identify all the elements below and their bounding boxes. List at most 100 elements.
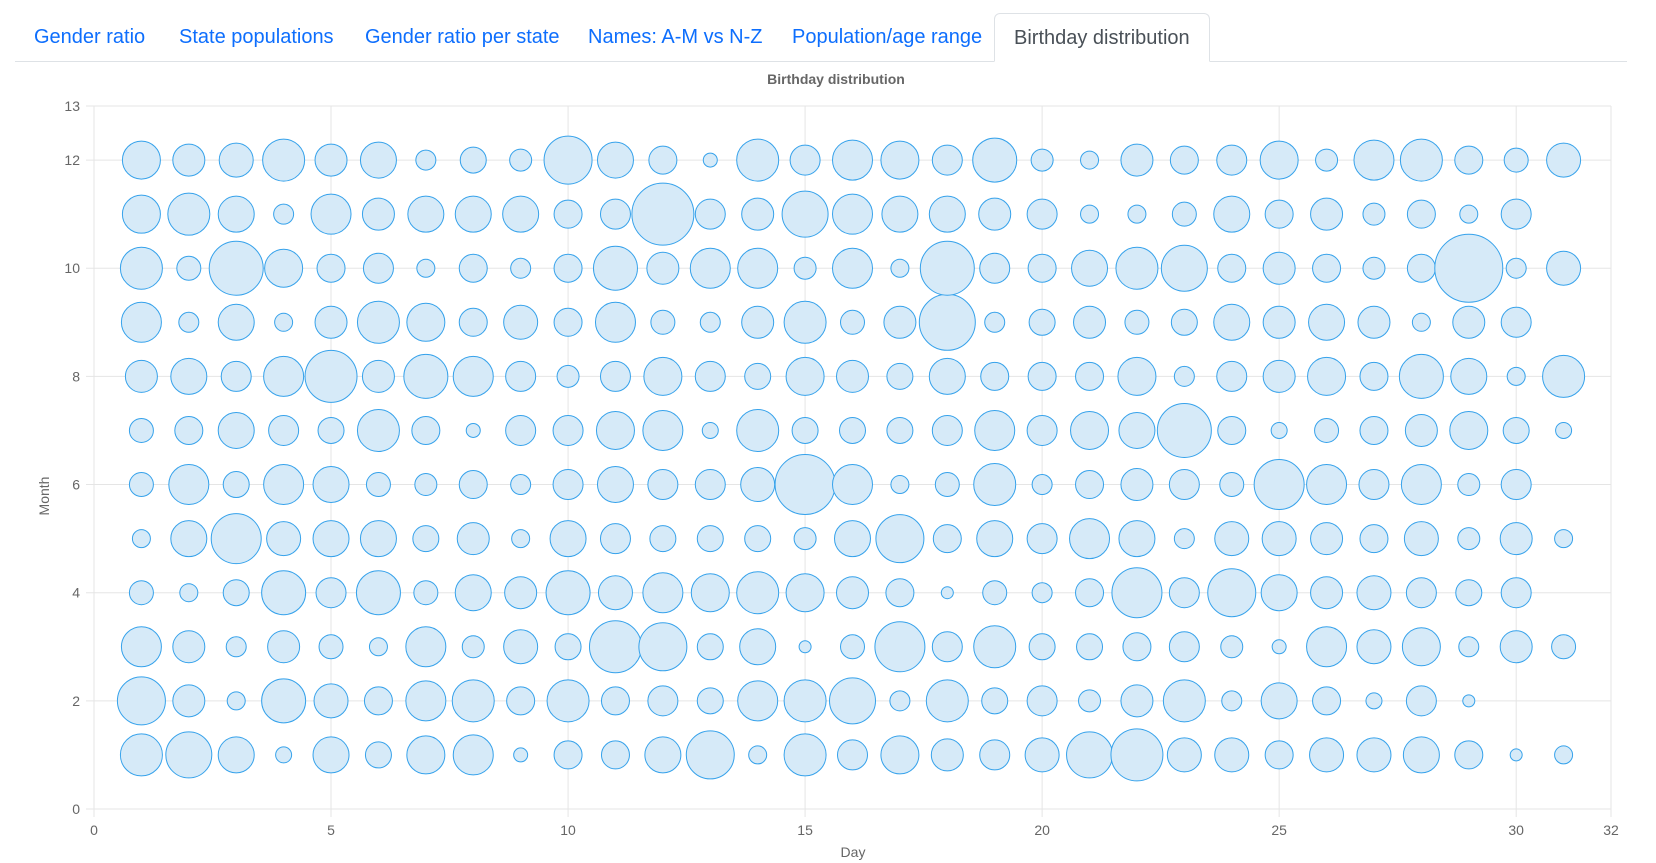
bubble-day-24-month-10[interactable]: [1217, 253, 1247, 283]
bubble-day-6-month-2[interactable]: [363, 686, 393, 716]
bubble-day-20-month-5[interactable]: [1026, 523, 1058, 555]
bubble-day-12-month-7[interactable]: [642, 409, 684, 451]
bubble-day-31-month-1[interactable]: [1554, 745, 1574, 765]
bubble-day-21-month-12[interactable]: [1080, 150, 1100, 170]
bubble-day-29-month-7[interactable]: [1449, 410, 1489, 450]
tab-state-populations[interactable]: State populations: [179, 26, 334, 48]
bubble-day-14-month-4[interactable]: [736, 571, 780, 615]
bubble-day-18-month-8[interactable]: [928, 357, 966, 395]
bubble-day-20-month-4[interactable]: [1031, 582, 1053, 604]
bubble-day-30-month-11[interactable]: [1500, 198, 1532, 230]
tab-population-age-range[interactable]: Population/age range: [792, 26, 983, 48]
bubble-day-20-month-9[interactable]: [1028, 308, 1056, 336]
bubble-day-4-month-8[interactable]: [263, 355, 305, 397]
bubble-day-12-month-3[interactable]: [638, 622, 688, 672]
bubble-day-15-month-1[interactable]: [783, 733, 827, 777]
bubble-day-29-month-5[interactable]: [1457, 527, 1481, 551]
bubble-day-28-month-10[interactable]: [1406, 253, 1436, 283]
bubble-day-9-month-9[interactable]: [503, 304, 539, 340]
bubble-day-10-month-9[interactable]: [553, 307, 583, 337]
bubble-day-29-month-9[interactable]: [1452, 305, 1486, 339]
bubble-day-2-month-12[interactable]: [172, 143, 206, 177]
bubble-day-11-month-4[interactable]: [597, 575, 633, 611]
bubble-day-29-month-1[interactable]: [1454, 740, 1484, 770]
bubble-day-27-month-12[interactable]: [1353, 139, 1395, 181]
bubble-day-2-month-3[interactable]: [172, 630, 206, 664]
bubble-day-25-month-4[interactable]: [1260, 574, 1298, 612]
bubble-day-6-month-5[interactable]: [359, 520, 397, 558]
bubble-day-5-month-7[interactable]: [317, 416, 345, 444]
bubble-day-21-month-10[interactable]: [1071, 249, 1109, 287]
bubble-day-9-month-4[interactable]: [504, 576, 538, 610]
bubble-day-2-month-8[interactable]: [170, 357, 208, 395]
bubble-day-28-month-2[interactable]: [1405, 685, 1437, 717]
bubble-day-19-month-2[interactable]: [981, 687, 1009, 715]
bubble-day-12-month-9[interactable]: [650, 309, 676, 335]
bubble-day-8-month-3[interactable]: [461, 635, 485, 659]
bubble-day-8-month-12[interactable]: [459, 146, 487, 174]
bubble-day-7-month-11[interactable]: [407, 195, 445, 233]
bubble-day-24-month-4[interactable]: [1207, 568, 1257, 618]
bubble-day-26-month-4[interactable]: [1310, 576, 1344, 610]
bubble-day-7-month-7[interactable]: [411, 415, 441, 445]
bubble-day-8-month-11[interactable]: [454, 195, 492, 233]
bubble-day-20-month-12[interactable]: [1030, 148, 1054, 172]
bubble-day-1-month-3[interactable]: [120, 626, 162, 668]
bubble-day-27-month-3[interactable]: [1356, 629, 1392, 665]
bubble-day-18-month-7[interactable]: [931, 414, 963, 446]
bubble-day-4-month-12[interactable]: [262, 138, 306, 182]
bubble-day-18-month-11[interactable]: [928, 195, 966, 233]
bubble-day-25-month-11[interactable]: [1264, 199, 1294, 229]
bubble-day-26-month-5[interactable]: [1310, 522, 1344, 556]
bubble-day-26-month-6[interactable]: [1306, 464, 1348, 506]
bubble-day-28-month-11[interactable]: [1406, 199, 1436, 229]
bubble-day-27-month-1[interactable]: [1356, 737, 1392, 773]
bubble-day-15-month-9[interactable]: [783, 300, 827, 344]
bubble-day-11-month-5[interactable]: [599, 523, 631, 555]
bubble-day-7-month-1[interactable]: [406, 735, 446, 775]
bubble-day-28-month-8[interactable]: [1398, 353, 1444, 399]
bubble-day-7-month-8[interactable]: [403, 353, 449, 399]
bubble-day-28-month-7[interactable]: [1404, 413, 1438, 447]
bubble-day-1-month-6[interactable]: [128, 472, 154, 498]
bubble-day-16-month-9[interactable]: [840, 309, 865, 335]
bubble-day-22-month-5[interactable]: [1118, 520, 1156, 558]
bubble-day-13-month-12[interactable]: [702, 152, 718, 168]
bubble-day-12-month-12[interactable]: [648, 145, 678, 175]
bubble-day-18-month-1[interactable]: [930, 738, 964, 772]
bubble-day-19-month-9[interactable]: [984, 311, 1006, 333]
bubble-day-8-month-7[interactable]: [465, 422, 481, 438]
bubble-day-11-month-1[interactable]: [600, 740, 630, 770]
bubble-day-20-month-1[interactable]: [1024, 737, 1060, 773]
bubble-day-29-month-6[interactable]: [1457, 473, 1481, 497]
bubble-day-27-month-4[interactable]: [1356, 575, 1392, 611]
bubble-day-18-month-6[interactable]: [934, 472, 960, 498]
bubble-day-14-month-5[interactable]: [744, 525, 772, 553]
bubble-day-25-month-5[interactable]: [1261, 521, 1297, 557]
bubble-day-18-month-9[interactable]: [918, 293, 976, 351]
bubble-day-30-month-8[interactable]: [1506, 366, 1526, 386]
bubble-day-22-month-4[interactable]: [1111, 567, 1163, 619]
bubble-day-14-month-3[interactable]: [739, 628, 777, 666]
bubble-day-7-month-12[interactable]: [415, 149, 437, 171]
bubble-day-21-month-4[interactable]: [1075, 578, 1105, 608]
bubble-day-24-month-2[interactable]: [1221, 690, 1243, 712]
bubble-day-25-month-1[interactable]: [1264, 740, 1294, 770]
bubble-day-1-month-12[interactable]: [121, 140, 161, 180]
bubble-day-15-month-2[interactable]: [783, 679, 827, 723]
bubble-day-13-month-4[interactable]: [690, 573, 730, 613]
bubble-day-15-month-6[interactable]: [774, 454, 836, 516]
bubble-day-2-month-11[interactable]: [167, 192, 211, 236]
bubble-day-29-month-3[interactable]: [1458, 636, 1480, 658]
bubble-day-15-month-10[interactable]: [793, 256, 817, 280]
bubble-day-12-month-4[interactable]: [642, 572, 684, 614]
bubble-day-2-month-6[interactable]: [168, 464, 210, 506]
bubble-day-19-month-1[interactable]: [979, 739, 1011, 771]
bubble-day-15-month-12[interactable]: [789, 144, 821, 176]
bubble-day-27-month-2[interactable]: [1365, 692, 1383, 710]
bubble-day-16-month-10[interactable]: [832, 247, 873, 289]
bubble-day-2-month-2[interactable]: [172, 684, 206, 718]
bubble-day-13-month-9[interactable]: [699, 311, 721, 333]
bubble-day-16-month-11[interactable]: [832, 193, 873, 235]
bubble-day-11-month-2[interactable]: [600, 686, 630, 716]
